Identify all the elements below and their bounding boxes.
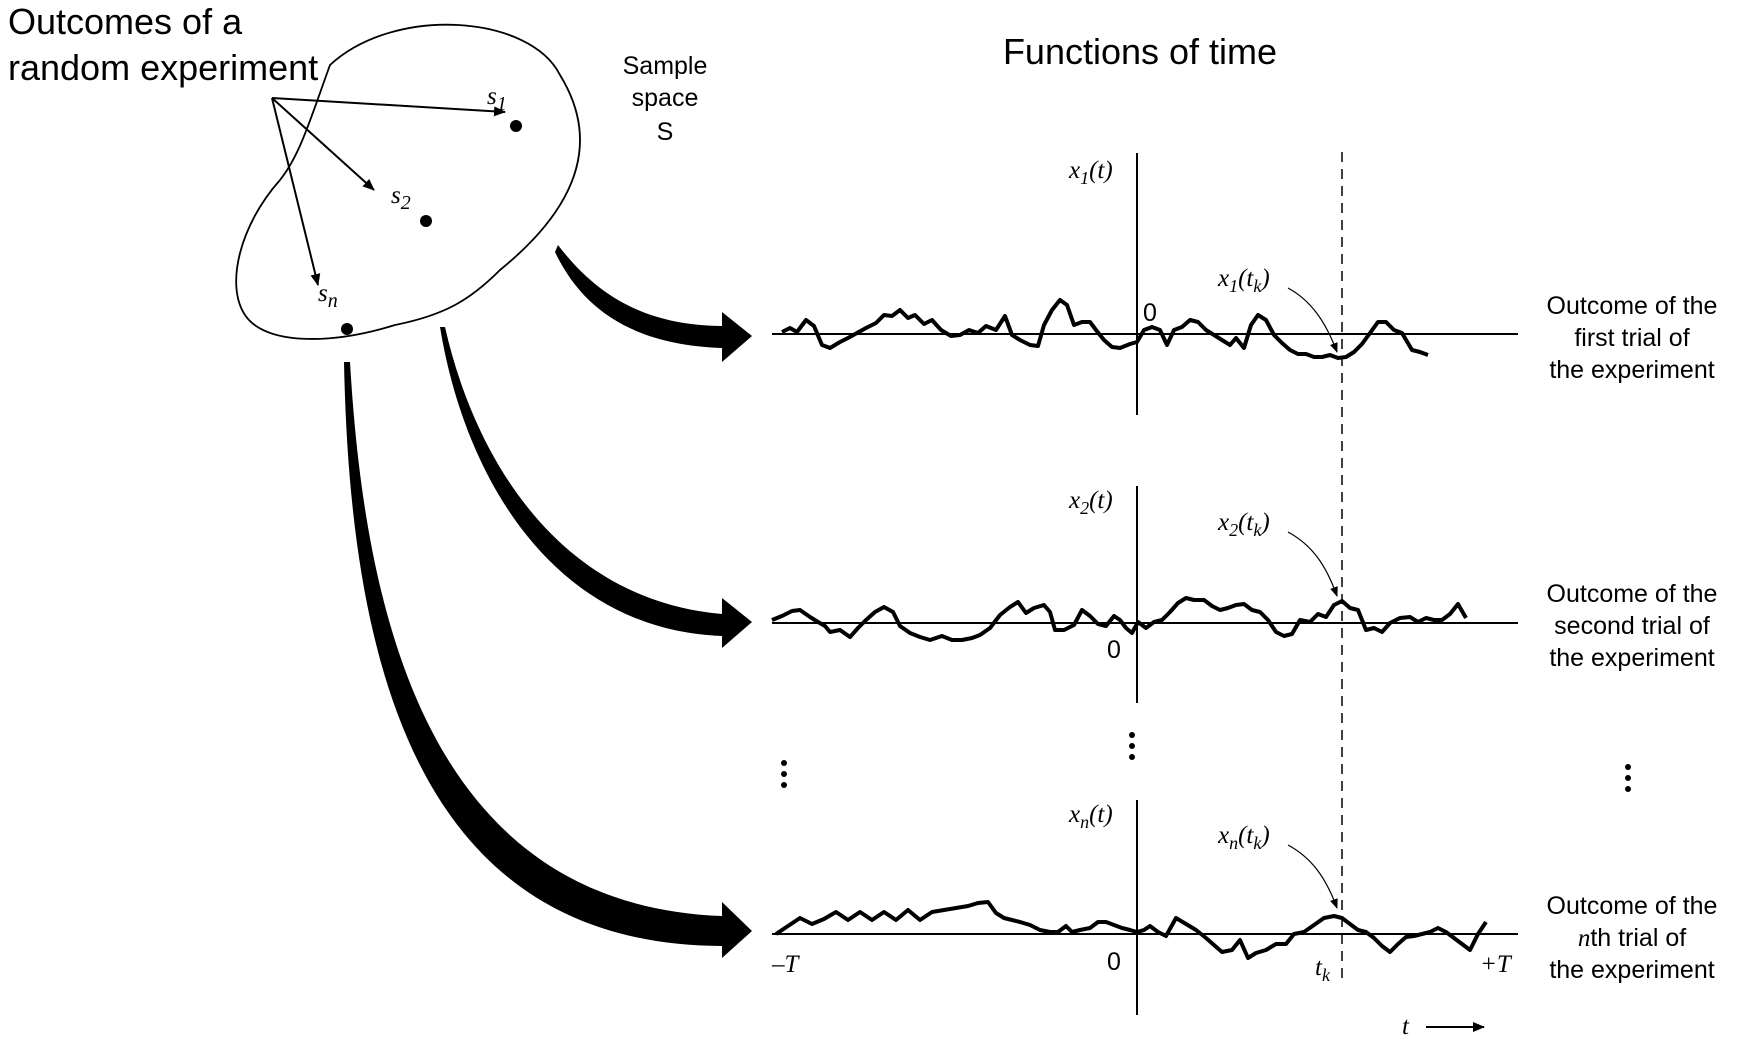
time-axis-tk-label: tk bbox=[1315, 954, 1331, 985]
sample-point-sn bbox=[341, 323, 353, 335]
time-axis-left-end: –T bbox=[771, 951, 801, 978]
sample-space-blob bbox=[235, 23, 581, 340]
sample-space-symbol: S bbox=[657, 118, 674, 146]
trial-1-caption-line-1: Outcome of the bbox=[1547, 292, 1718, 320]
sample-space-label-line-1: Sample bbox=[623, 52, 708, 80]
ellipsis-right bbox=[1625, 764, 1631, 792]
sample-point-label-sn: sn bbox=[318, 280, 338, 312]
trial-2-caption-line-1: Outcome of the bbox=[1547, 580, 1718, 608]
sample-point-label-s1: s1 bbox=[487, 83, 507, 115]
trial-1-caption-line-3: the experiment bbox=[1549, 356, 1714, 384]
trial-n-zero-label: 0 bbox=[1107, 948, 1121, 976]
trial-n-caption-line-3: the experiment bbox=[1549, 956, 1714, 984]
trial-n-waveform bbox=[774, 900, 1488, 960]
trial-1-caption-line-2: first trial of bbox=[1574, 324, 1689, 352]
arrow-to-s1 bbox=[271, 97, 506, 117]
arrow-to-s2 bbox=[271, 97, 375, 191]
time-arrow-label: t bbox=[1402, 1013, 1410, 1040]
trial-2-zero-label: 0 bbox=[1107, 636, 1121, 664]
trial-n-caption-line-2: nth trial of bbox=[1578, 924, 1686, 952]
sample-space-label-line-2: space bbox=[632, 84, 699, 112]
trial-2-waveform bbox=[771, 596, 1468, 642]
trial-2-caption-line-2: second trial of bbox=[1554, 612, 1710, 640]
ellipsis-center bbox=[1129, 732, 1135, 760]
left-caption-line-2: random experiment bbox=[8, 47, 318, 88]
trial-n-caption-line-1: Outcome of the bbox=[1547, 892, 1718, 920]
trial-2-pointer bbox=[1287, 531, 1338, 597]
trial-1-point-label: x1(tk) bbox=[1217, 265, 1270, 296]
sample-point-s2 bbox=[420, 215, 432, 227]
trial-1-pointer bbox=[1287, 287, 1338, 353]
mapping-arrow-trial-1 bbox=[555, 245, 752, 362]
sample-point-label-s2: s2 bbox=[391, 182, 411, 214]
left-caption-line-1: Outcomes of a bbox=[8, 1, 243, 42]
trial-n-panel: xn(t) 0 xn(tk) Outcome of the nth trial … bbox=[772, 800, 1717, 1015]
trial-n-y-label: xn(t) bbox=[1068, 801, 1113, 832]
trial-1-waveform bbox=[781, 298, 1429, 360]
trial-n-pointer bbox=[1287, 844, 1338, 909]
trial-2-point-label: x2(tk) bbox=[1217, 509, 1270, 540]
ellipsis-left bbox=[781, 760, 787, 788]
trial-1-panel: x1(t) 0 x1(tk) Outcome of the first tria… bbox=[772, 153, 1717, 415]
mapping-arrow-trial-2 bbox=[440, 327, 752, 648]
functions-of-time-title: Functions of time bbox=[1003, 31, 1277, 72]
trial-n-caption-prefix: n bbox=[1578, 925, 1591, 952]
trial-1-zero-label: 0 bbox=[1143, 299, 1157, 327]
time-axis-right-end: +T bbox=[1480, 951, 1513, 978]
trial-2-panel: x2(t) 0 x2(tk) Outcome of the second tri… bbox=[771, 486, 1718, 703]
trial-n-point-label: xn(tk) bbox=[1217, 822, 1270, 853]
trial-2-y-label: x2(t) bbox=[1068, 487, 1113, 518]
mapping-arrow-trial-n bbox=[344, 362, 752, 958]
trial-2-caption-line-3: the experiment bbox=[1549, 644, 1714, 672]
arrow-to-sn bbox=[271, 97, 321, 286]
sample-point-s1 bbox=[510, 120, 522, 132]
trial-1-y-label: x1(t) bbox=[1068, 157, 1113, 188]
